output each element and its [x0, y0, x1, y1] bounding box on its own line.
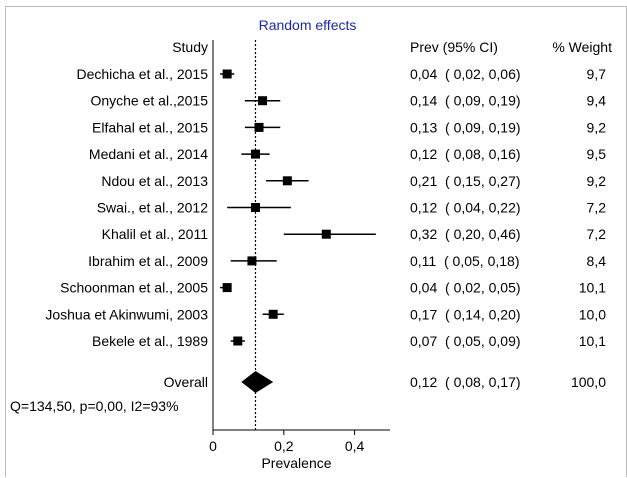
- point-estimate: [247, 256, 257, 266]
- heterogeneity-stats: Q=134,50, p=0,00, I2=93%: [10, 398, 179, 414]
- point-estimate: [250, 149, 260, 159]
- weight-value: 9,7: [587, 66, 607, 82]
- weight-value: 10,0: [579, 306, 606, 322]
- point-estimate: [222, 283, 232, 293]
- study-name: Elfahal et al., 2015: [92, 119, 208, 135]
- study-name: Bekele et al., 1989: [92, 333, 208, 349]
- weight-value: 7,2: [587, 200, 607, 216]
- study-name: Ndou et al., 2013: [101, 173, 208, 189]
- prev-ci-value: 0,12 ( 0,08, 0,16): [410, 146, 521, 162]
- prev-ci-value: 0,14 ( 0,09, 0,19): [410, 93, 521, 109]
- prev-ci-value: 0,04 ( 0,02, 0,05): [410, 280, 521, 296]
- study-name: Ibrahim et al., 2009: [88, 253, 208, 269]
- x-tick-label: 0,2: [274, 438, 294, 454]
- point-estimate: [233, 336, 243, 346]
- prev-column-header: Prev (95% CI): [410, 39, 498, 55]
- prev-ci-value: 0,17 ( 0,14, 0,20): [410, 306, 521, 322]
- study-name: Schoonman et al., 2005: [60, 280, 208, 296]
- prev-ci-value: 0,32 ( 0,20, 0,46): [410, 226, 521, 242]
- study-name: Medani et al., 2014: [89, 146, 208, 162]
- point-estimate: [282, 176, 292, 186]
- prev-ci-value: 0,04 ( 0,02, 0,06): [410, 66, 521, 82]
- point-estimate: [258, 96, 268, 106]
- point-estimate: [268, 309, 278, 319]
- point-estimate: [321, 229, 331, 239]
- weight-value: 7,2: [587, 226, 607, 242]
- weight-value: 10,1: [579, 333, 606, 349]
- prev-ci-value: 0,13 ( 0,09, 0,19): [410, 119, 521, 135]
- prev-ci-value: 0,21 ( 0,15, 0,27): [410, 173, 521, 189]
- prev-ci-value: 0,11 ( 0,05, 0,18): [410, 253, 519, 269]
- x-tick-label: 0,4: [345, 438, 365, 454]
- study-name: Dechicha et al., 2015: [76, 66, 208, 82]
- overall-diamond: [241, 371, 274, 393]
- weight-value: 9,5: [587, 146, 607, 162]
- weight-value: 9,2: [587, 119, 607, 135]
- point-estimate: [222, 69, 232, 79]
- study-name: Khalil et al., 2011: [102, 226, 209, 242]
- weight-value: 10,1: [579, 280, 606, 296]
- point-estimate: [250, 203, 260, 212]
- point-estimate: [254, 122, 264, 132]
- study-column-header: Study: [172, 39, 208, 55]
- prev-ci-value: 0,12 ( 0,04, 0,22): [410, 200, 521, 216]
- x-tick-label: 0: [209, 438, 217, 454]
- study-name: Joshua et Akinwumi, 2003: [45, 306, 208, 322]
- weight-value: 9,4: [587, 93, 607, 109]
- weight-column-header: % Weight: [552, 39, 612, 55]
- weight-value: 8,4: [587, 253, 607, 269]
- x-axis-label: Prevalence: [261, 455, 331, 471]
- chart-title: Random effects: [259, 17, 357, 33]
- study-name: Swai., et al., 2012: [97, 200, 209, 216]
- weight-value: 9,2: [587, 173, 607, 189]
- overall-ci-value: 0,12 ( 0,08, 0,17): [410, 374, 521, 390]
- overall-weight-value: 100,0: [571, 374, 606, 390]
- overall-label: Overall: [164, 374, 208, 390]
- study-name: Onyche et al.,2015: [90, 93, 208, 109]
- prev-ci-value: 0,07 ( 0,05, 0,09): [410, 333, 521, 349]
